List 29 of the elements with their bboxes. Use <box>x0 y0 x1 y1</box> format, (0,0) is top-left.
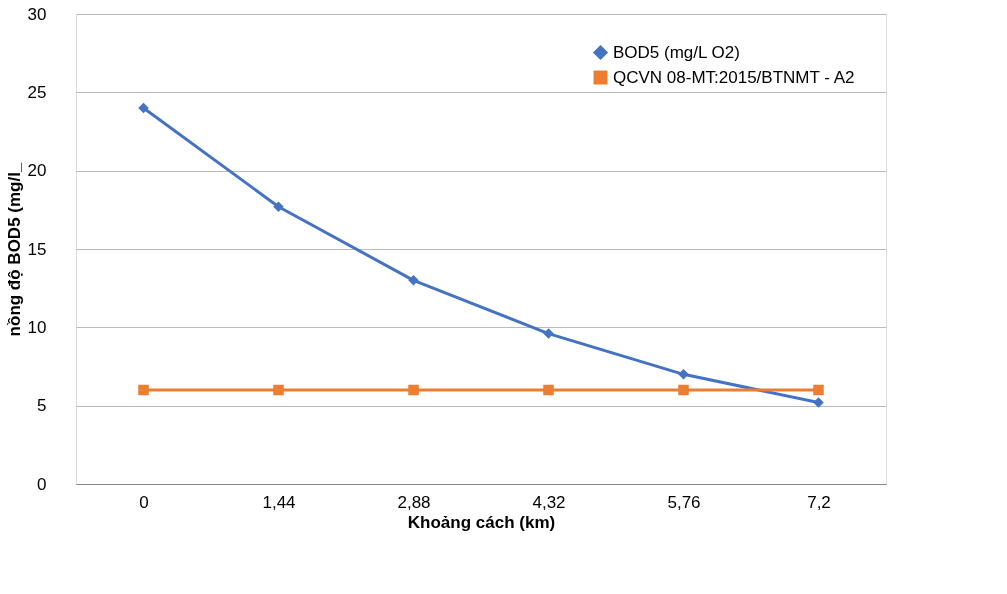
legend-label: BOD5 (mg/L O2) <box>613 42 740 62</box>
point <box>273 384 284 396</box>
point <box>273 201 284 212</box>
y-tick-label: 20 <box>27 161 47 181</box>
point <box>813 397 824 408</box>
x-tick-label: 4,32 <box>532 492 566 512</box>
x-tick-label: 2,88 <box>397 492 431 512</box>
x-tick-label: 7,2 <box>807 492 831 512</box>
y-tick-label: 25 <box>27 82 47 102</box>
point <box>543 384 554 396</box>
y-tick-label: 15 <box>27 239 47 259</box>
x-axis-title: Khoảng cách (km) <box>407 512 556 532</box>
y-tick-label: 10 <box>27 317 47 337</box>
point <box>813 384 824 396</box>
point <box>138 384 149 396</box>
x-tick-label: 5,76 <box>667 492 701 512</box>
x-tick-label: 0 <box>139 492 149 512</box>
point <box>408 275 419 286</box>
point <box>408 384 419 396</box>
point <box>543 328 554 339</box>
y-axis-title: nồng độ BOD5 (mg/l_ <box>4 162 24 337</box>
y-tick-label: 30 <box>27 4 47 24</box>
y-tick-label: 5 <box>37 396 47 416</box>
point <box>138 102 149 114</box>
point <box>678 384 689 396</box>
y-tick-label: 0 <box>37 474 47 494</box>
x-tick-label: 1,44 <box>262 492 296 512</box>
point <box>678 369 689 380</box>
legend-label: QCVN 08-MT:2015/BTNMT - A2 <box>613 67 855 87</box>
